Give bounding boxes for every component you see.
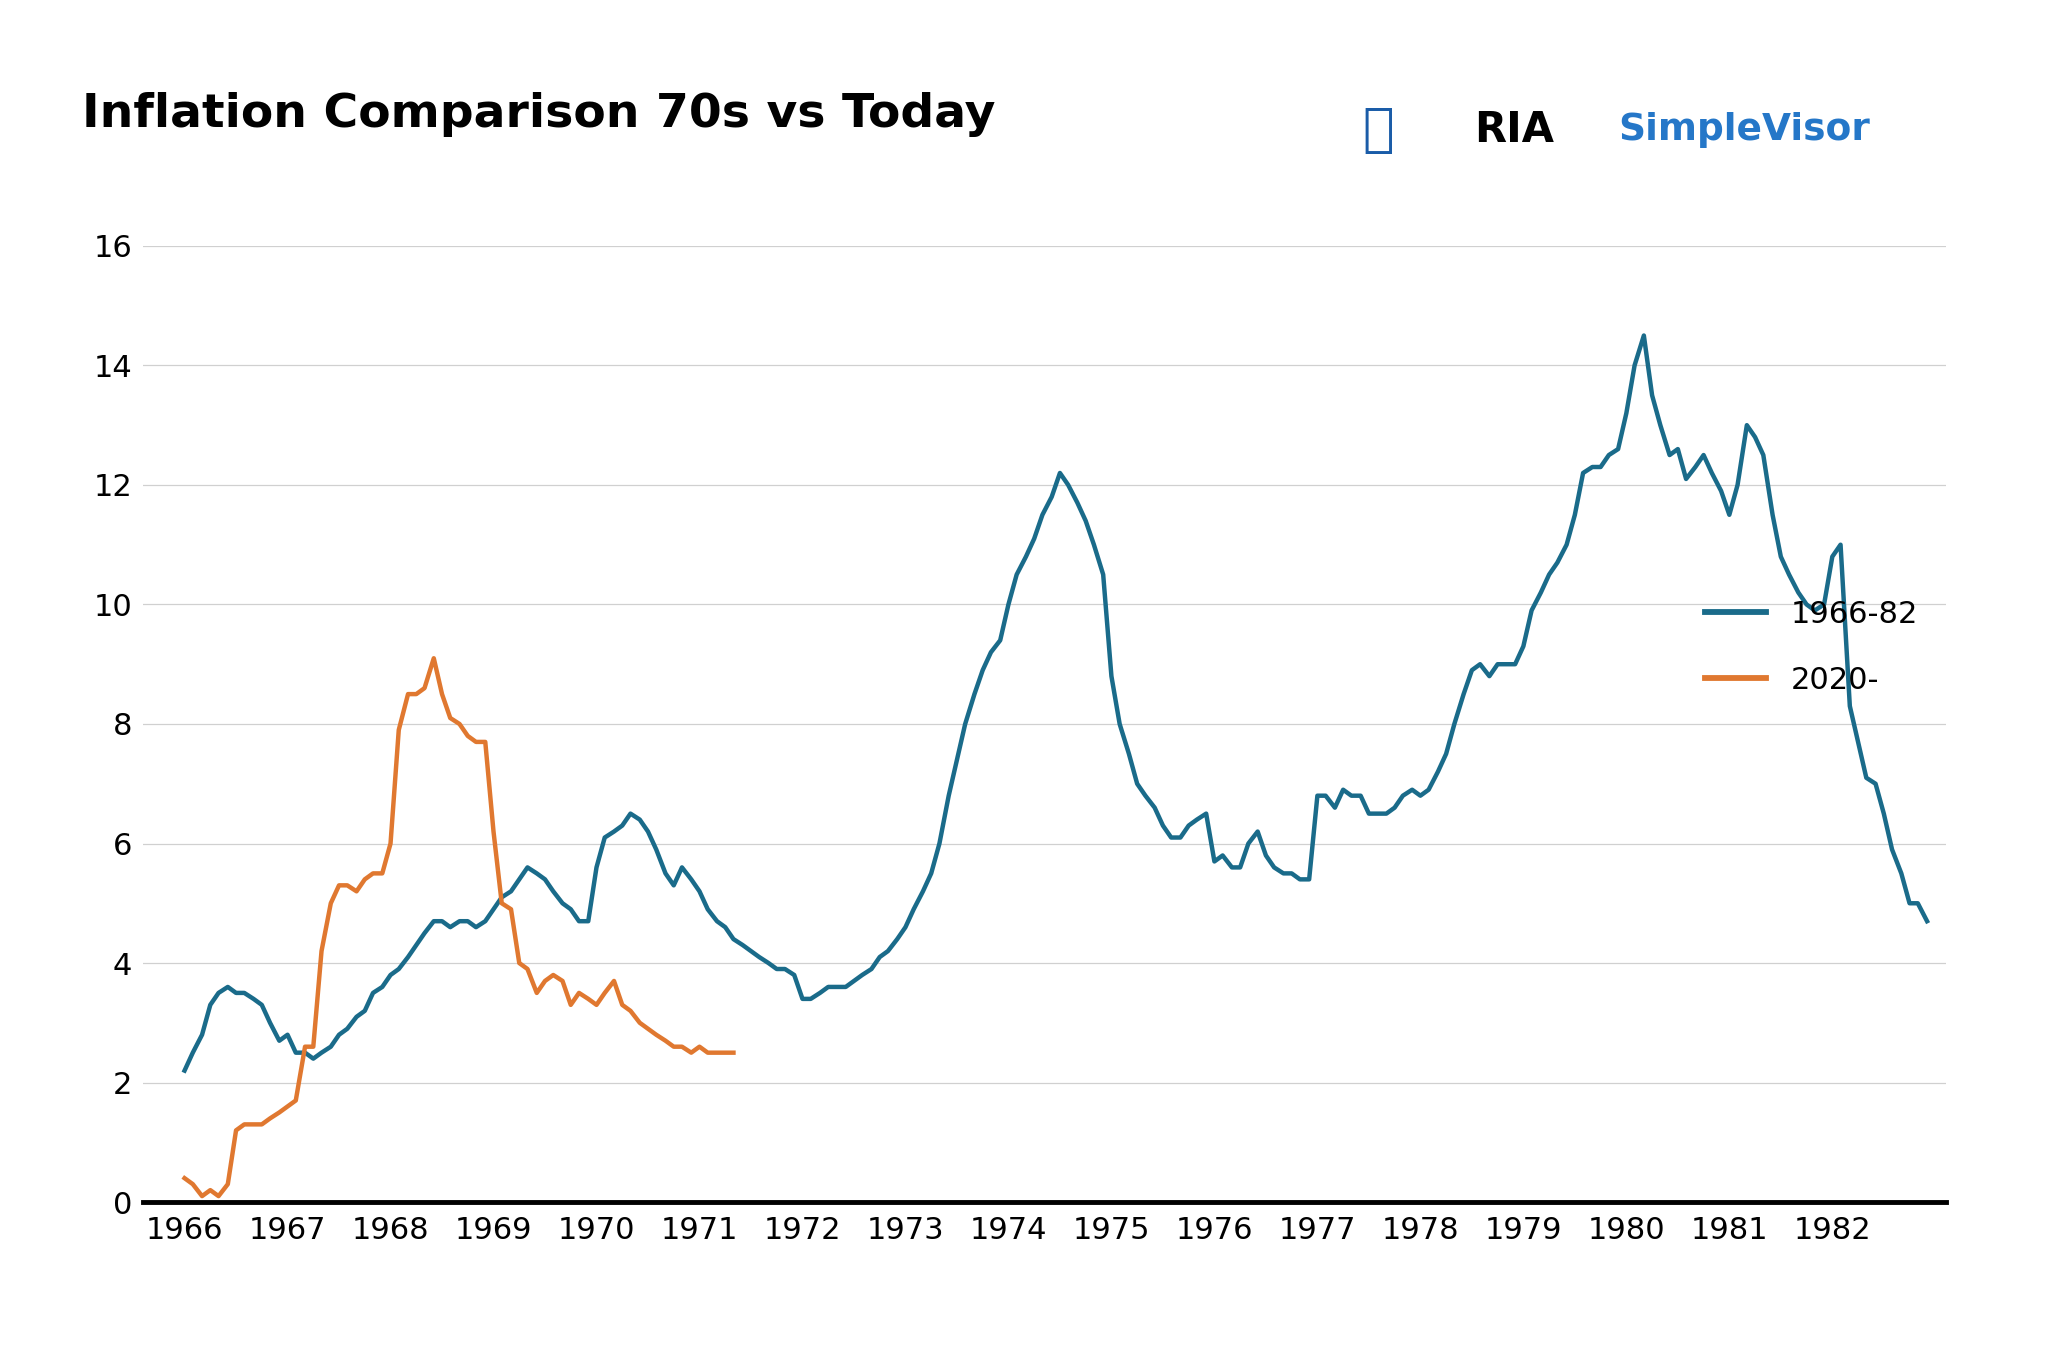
Line: 1966-82: 1966-82 xyxy=(184,336,1927,1071)
1966-82 xyxy=(1081,537,1106,553)
Text: RIA: RIA xyxy=(1475,109,1554,150)
2020- xyxy=(309,943,334,959)
Text: Inflation Comparison 70s vs Today: Inflation Comparison 70s vs Today xyxy=(82,92,995,137)
2020- xyxy=(190,1188,215,1205)
2020- xyxy=(344,884,369,900)
1966-82 xyxy=(1460,663,1485,679)
2020- xyxy=(422,650,446,667)
2020- xyxy=(172,1169,197,1186)
2020- xyxy=(662,1038,686,1055)
Line: 2020-: 2020- xyxy=(184,658,733,1197)
1966-82 xyxy=(635,824,659,840)
Text: SimpleVisor: SimpleVisor xyxy=(1618,112,1870,148)
1966-82 xyxy=(1632,328,1657,344)
1966-82 xyxy=(360,985,385,1001)
1966-82 xyxy=(463,919,487,936)
2020- xyxy=(705,1045,729,1061)
2020- xyxy=(473,734,498,750)
Text: ⮝: ⮝ xyxy=(1362,104,1393,156)
2020- xyxy=(721,1045,745,1061)
Legend: 1966-82, 2020-: 1966-82, 2020- xyxy=(1694,587,1931,708)
1966-82 xyxy=(1049,464,1073,481)
1966-82 xyxy=(172,1063,197,1079)
2020- xyxy=(412,680,436,697)
1966-82 xyxy=(1915,912,1939,929)
